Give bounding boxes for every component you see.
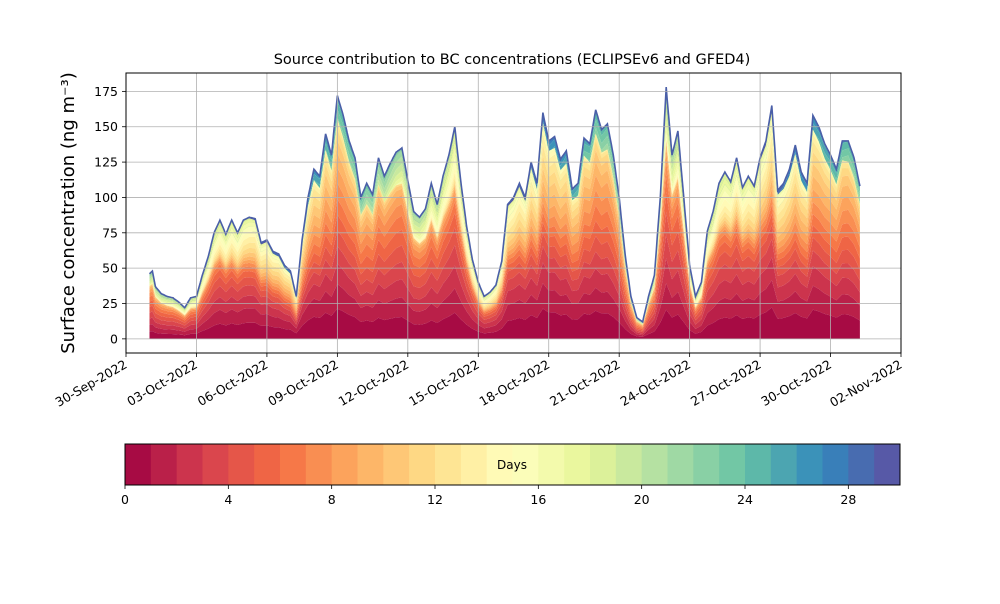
y-tick-label: 125 bbox=[94, 155, 118, 170]
y-tick-label: 50 bbox=[102, 261, 118, 276]
colorbar-tick-label: 16 bbox=[530, 492, 546, 507]
y-tick-label: 175 bbox=[94, 84, 118, 99]
y-tick-label: 75 bbox=[102, 225, 118, 240]
area-layer-day-1 bbox=[149, 280, 860, 337]
colorbar-segment bbox=[435, 444, 462, 485]
colorbar-segment bbox=[150, 444, 178, 485]
plot-frame bbox=[125, 72, 902, 354]
colorbar-segment bbox=[590, 444, 617, 485]
colorbar-tick-label: 8 bbox=[328, 492, 336, 507]
colorbar-segment bbox=[254, 444, 281, 485]
colorbar-segment bbox=[538, 444, 565, 485]
colorbar-segment bbox=[874, 444, 901, 485]
colorbar-segment bbox=[615, 444, 643, 485]
colorbar-segment bbox=[357, 444, 384, 485]
x-tick-label: 27-Oct-2022 bbox=[688, 357, 764, 409]
area-layer-day-2 bbox=[149, 257, 860, 336]
colorbar-segment bbox=[770, 444, 798, 485]
x-tick-label: 09-Oct-2022 bbox=[265, 357, 341, 409]
colorbar-label: Days bbox=[497, 458, 527, 472]
colorbar-segment bbox=[280, 444, 307, 485]
colorbar-tick-label: 0 bbox=[121, 492, 129, 507]
y-axis-label: Surface concentration (ng m⁻³) bbox=[58, 72, 79, 354]
colorbar-frame bbox=[124, 443, 901, 486]
colorbar-tick-label: 20 bbox=[634, 492, 650, 507]
colorbar-tick-label: 12 bbox=[427, 492, 443, 507]
x-tick-label: 12-Oct-2022 bbox=[336, 357, 412, 409]
y-tick-label: 150 bbox=[94, 119, 118, 134]
x-tick-label: 24-Oct-2022 bbox=[617, 357, 693, 409]
colorbar-segment bbox=[486, 444, 513, 485]
colorbar-segment bbox=[564, 444, 591, 485]
chart-title: Source contribution to BC concentrations… bbox=[274, 52, 751, 68]
colorbar-ticks: 0 4 8 12 16 20 24 28 bbox=[121, 485, 856, 507]
colorbar-segment bbox=[667, 444, 694, 485]
area-layer-day-25 bbox=[149, 87, 860, 322]
colorbar-segment bbox=[305, 444, 333, 485]
x-tick-label: 18-Oct-2022 bbox=[477, 357, 553, 409]
colorbar bbox=[124, 443, 901, 486]
colorbar-segment bbox=[796, 444, 823, 485]
x-tick-label: 30-Oct-2022 bbox=[758, 357, 834, 409]
colorbar-segment bbox=[693, 444, 720, 485]
x-tick-label: 15-Oct-2022 bbox=[406, 357, 482, 409]
colorbar-segment bbox=[409, 444, 436, 485]
colorbar-tick-label: 28 bbox=[840, 492, 856, 507]
colorbar-segment bbox=[641, 444, 668, 485]
x-tick-label: 06-Oct-2022 bbox=[195, 357, 271, 409]
colorbar-segment bbox=[331, 444, 358, 485]
x-axis-ticks: 30-Sep-202203-Oct-202206-Oct-202209-Oct-… bbox=[52, 353, 905, 410]
area-layer-day-0 bbox=[149, 307, 860, 339]
plot-area bbox=[148, 87, 861, 339]
colorbar-segment bbox=[745, 444, 772, 485]
area-layer-day-8 bbox=[149, 150, 860, 327]
x-tick-label: 03-Oct-2022 bbox=[124, 357, 200, 409]
area-layer-day-10 bbox=[149, 140, 860, 326]
colorbar-segment bbox=[383, 444, 410, 485]
colorbar-tick-label: 4 bbox=[224, 492, 232, 507]
y-tick-label: 100 bbox=[94, 190, 118, 205]
colorbar-segment bbox=[202, 444, 229, 485]
y-axis-ticks: 0 25 50 75 100 125 150 175 bbox=[94, 84, 126, 346]
colorbar-tick-label: 24 bbox=[737, 492, 753, 507]
x-tick-label: 30-Sep-2022 bbox=[52, 357, 129, 410]
area-layer-day-9 bbox=[149, 144, 860, 327]
y-tick-label: 0 bbox=[110, 331, 118, 346]
colorbar-segment bbox=[125, 444, 152, 485]
colorbar-segment bbox=[848, 444, 875, 485]
x-tick-label: 21-Oct-2022 bbox=[547, 357, 623, 409]
colorbar-segment bbox=[512, 444, 539, 485]
area-layer-day-13 bbox=[149, 119, 860, 325]
colorbar-segment bbox=[822, 444, 849, 485]
y-tick-label: 25 bbox=[102, 296, 118, 311]
colorbar-segment bbox=[719, 444, 746, 485]
x-tick-label: 02-Nov-2022 bbox=[827, 357, 904, 410]
area-layer-day-3 bbox=[149, 234, 860, 334]
colorbar-segment bbox=[176, 444, 203, 485]
colorbar-segment bbox=[228, 444, 255, 485]
colorbar-segment bbox=[460, 444, 488, 485]
